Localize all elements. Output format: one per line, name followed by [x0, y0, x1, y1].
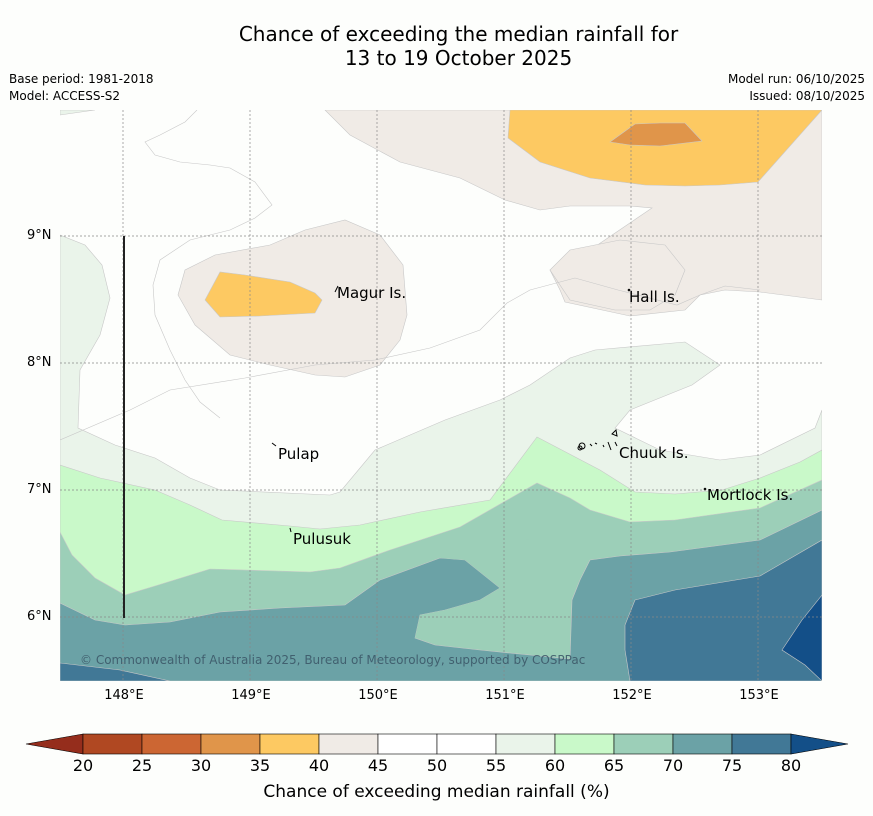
- place-label-pulap: Pulap: [278, 445, 320, 463]
- lat-tick-7N: 7°N: [27, 482, 52, 497]
- lat-tick-8N: 8°N: [27, 355, 52, 370]
- copyright-text: © Commonwealth of Australia 2025, Bureau…: [80, 653, 586, 667]
- colorbar-bin-60-65: [554, 733, 615, 755]
- island-marker-chuuk: [577, 428, 618, 451]
- contour-line-50: [144, 110, 273, 419]
- colorbar-bin-25-30: [141, 733, 202, 755]
- colorbar-bin-30-35: [200, 733, 261, 755]
- island-marker-hall: [627, 288, 631, 292]
- place-label-hall: Hall Is.: [629, 288, 680, 306]
- colorbar-bin-20-25: [82, 733, 143, 755]
- issued-date: Issued: 08/10/2025: [749, 89, 865, 103]
- lon-tick-152E: 152°E: [612, 688, 652, 703]
- colorbar: [25, 733, 849, 755]
- colorbar-tick-65: 65: [603, 756, 625, 775]
- lon-tick-149E: 149°E: [231, 688, 271, 703]
- place-label-chuuk: Chuuk Is.: [619, 444, 689, 462]
- colorbar-tick-45: 45: [367, 756, 389, 775]
- contour-30-35-top: [609, 122, 703, 147]
- colorbar-bin-70-75: [672, 733, 733, 755]
- colorbar-label: Chance of exceeding median rainfall (%): [263, 782, 610, 802]
- colorbar-tick-20: 20: [72, 756, 94, 775]
- lon-tick-148E: 148°E: [104, 688, 144, 703]
- base-period: Base period: 1981-2018: [9, 72, 154, 86]
- contour-75-80-right: [624, 539, 822, 681]
- colorbar-tick-80: 80: [780, 756, 802, 775]
- lat-tick-9N: 9°N: [27, 228, 52, 243]
- model-name: Model: ACCESS-S2: [9, 89, 121, 103]
- colorbar-tick-50: 50: [426, 756, 448, 775]
- map-panel: Magur Is. Hall Is. Pulap Chuuk Is. Mortl…: [60, 110, 822, 681]
- island-marker-magur: [334, 285, 339, 293]
- place-label-magur: Magur Is.: [337, 284, 407, 302]
- meta-left: Base period: 1981-2018 Model: ACCESS-S2: [9, 71, 154, 105]
- contour-75-80-bottomleft: [60, 662, 171, 681]
- colorbar-bin-75-80: [731, 733, 792, 755]
- colorbar-extend-low: [25, 733, 84, 755]
- colorbar-tick-55: 55: [485, 756, 507, 775]
- colorbar-bin-40-45: [318, 733, 379, 755]
- lon-tick-151E: 151°E: [485, 688, 525, 703]
- contour-55-60-topleft: [60, 110, 96, 116]
- contour-65-70-pocket: [415, 538, 555, 650]
- lat-tick-6N: 6°N: [27, 609, 52, 624]
- colorbar-bin-45-50: [377, 733, 438, 755]
- colorbar-tick-60: 60: [544, 756, 566, 775]
- colorbar-bin-35-40: [259, 733, 320, 755]
- title-line-1: Chance of exceeding the median rainfall …: [238, 22, 679, 46]
- map-title: Chance of exceeding the median rainfall …: [0, 22, 873, 70]
- place-label-pulusuk: Pulusuk: [293, 530, 351, 548]
- colorbar-tick-25: 25: [131, 756, 153, 775]
- colorbar-bin-65-70: [613, 733, 674, 755]
- island-marker-pulap: [271, 442, 277, 447]
- colorbar-extend-high: [790, 733, 849, 755]
- colorbar-tick-40: 40: [308, 756, 330, 775]
- contour-gt80: [781, 594, 822, 681]
- colorbar-tick-70: 70: [662, 756, 684, 775]
- title-line-2: 13 to 19 October 2025: [344, 46, 573, 70]
- colorbar-tick-35: 35: [249, 756, 271, 775]
- meta-right: Model run: 06/10/2025 Issued: 08/10/2025: [728, 71, 865, 105]
- contour-40-45-hall: [549, 239, 686, 311]
- island-marker-pulusuk: [289, 527, 292, 533]
- rainfall-map: [60, 110, 822, 681]
- lon-tick-150E: 150°E: [358, 688, 398, 703]
- colorbar-tick-75: 75: [721, 756, 743, 775]
- colorbar-bin-55-60: [495, 733, 556, 755]
- lon-tick-153E: 153°E: [739, 688, 779, 703]
- model-run: Model run: 06/10/2025: [727, 72, 865, 86]
- contour-35-40-magur: [204, 271, 323, 318]
- colorbar-tick-30: 30: [190, 756, 212, 775]
- colorbar-bin-50-55: [436, 733, 497, 755]
- island-marker-mortlock: [703, 487, 707, 491]
- contour-35-40-top: [507, 110, 822, 187]
- contour-line-50-right: [60, 277, 761, 441]
- place-label-mortlock: Mortlock Is.: [707, 486, 794, 504]
